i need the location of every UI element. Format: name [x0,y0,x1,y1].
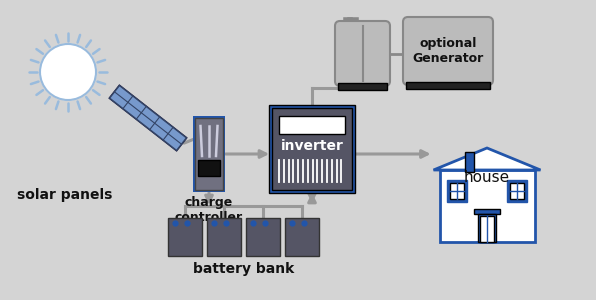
Polygon shape [110,85,187,151]
Text: optional
Generator: optional Generator [412,37,483,65]
Polygon shape [433,148,541,170]
FancyBboxPatch shape [285,218,319,256]
FancyBboxPatch shape [338,83,387,90]
Polygon shape [108,84,188,152]
FancyBboxPatch shape [480,216,494,242]
Circle shape [40,44,96,100]
FancyBboxPatch shape [195,118,223,190]
FancyBboxPatch shape [279,116,345,134]
Text: solar panels: solar panels [17,188,113,202]
FancyBboxPatch shape [406,82,490,89]
FancyBboxPatch shape [507,180,527,202]
FancyBboxPatch shape [478,214,496,242]
FancyBboxPatch shape [269,105,355,193]
FancyBboxPatch shape [403,17,493,85]
Text: inverter: inverter [281,139,343,153]
FancyBboxPatch shape [246,218,280,256]
FancyBboxPatch shape [198,160,220,176]
FancyBboxPatch shape [207,218,241,256]
FancyBboxPatch shape [447,180,467,202]
FancyBboxPatch shape [193,116,225,192]
FancyBboxPatch shape [272,108,352,190]
Text: battery bank: battery bank [193,262,294,276]
FancyBboxPatch shape [450,183,464,199]
FancyBboxPatch shape [439,170,535,242]
Text: house: house [464,170,510,185]
FancyBboxPatch shape [168,218,202,256]
FancyBboxPatch shape [335,21,390,86]
FancyBboxPatch shape [465,152,474,172]
FancyBboxPatch shape [510,183,524,199]
Text: charge
controller: charge controller [175,196,243,224]
FancyBboxPatch shape [474,209,500,214]
